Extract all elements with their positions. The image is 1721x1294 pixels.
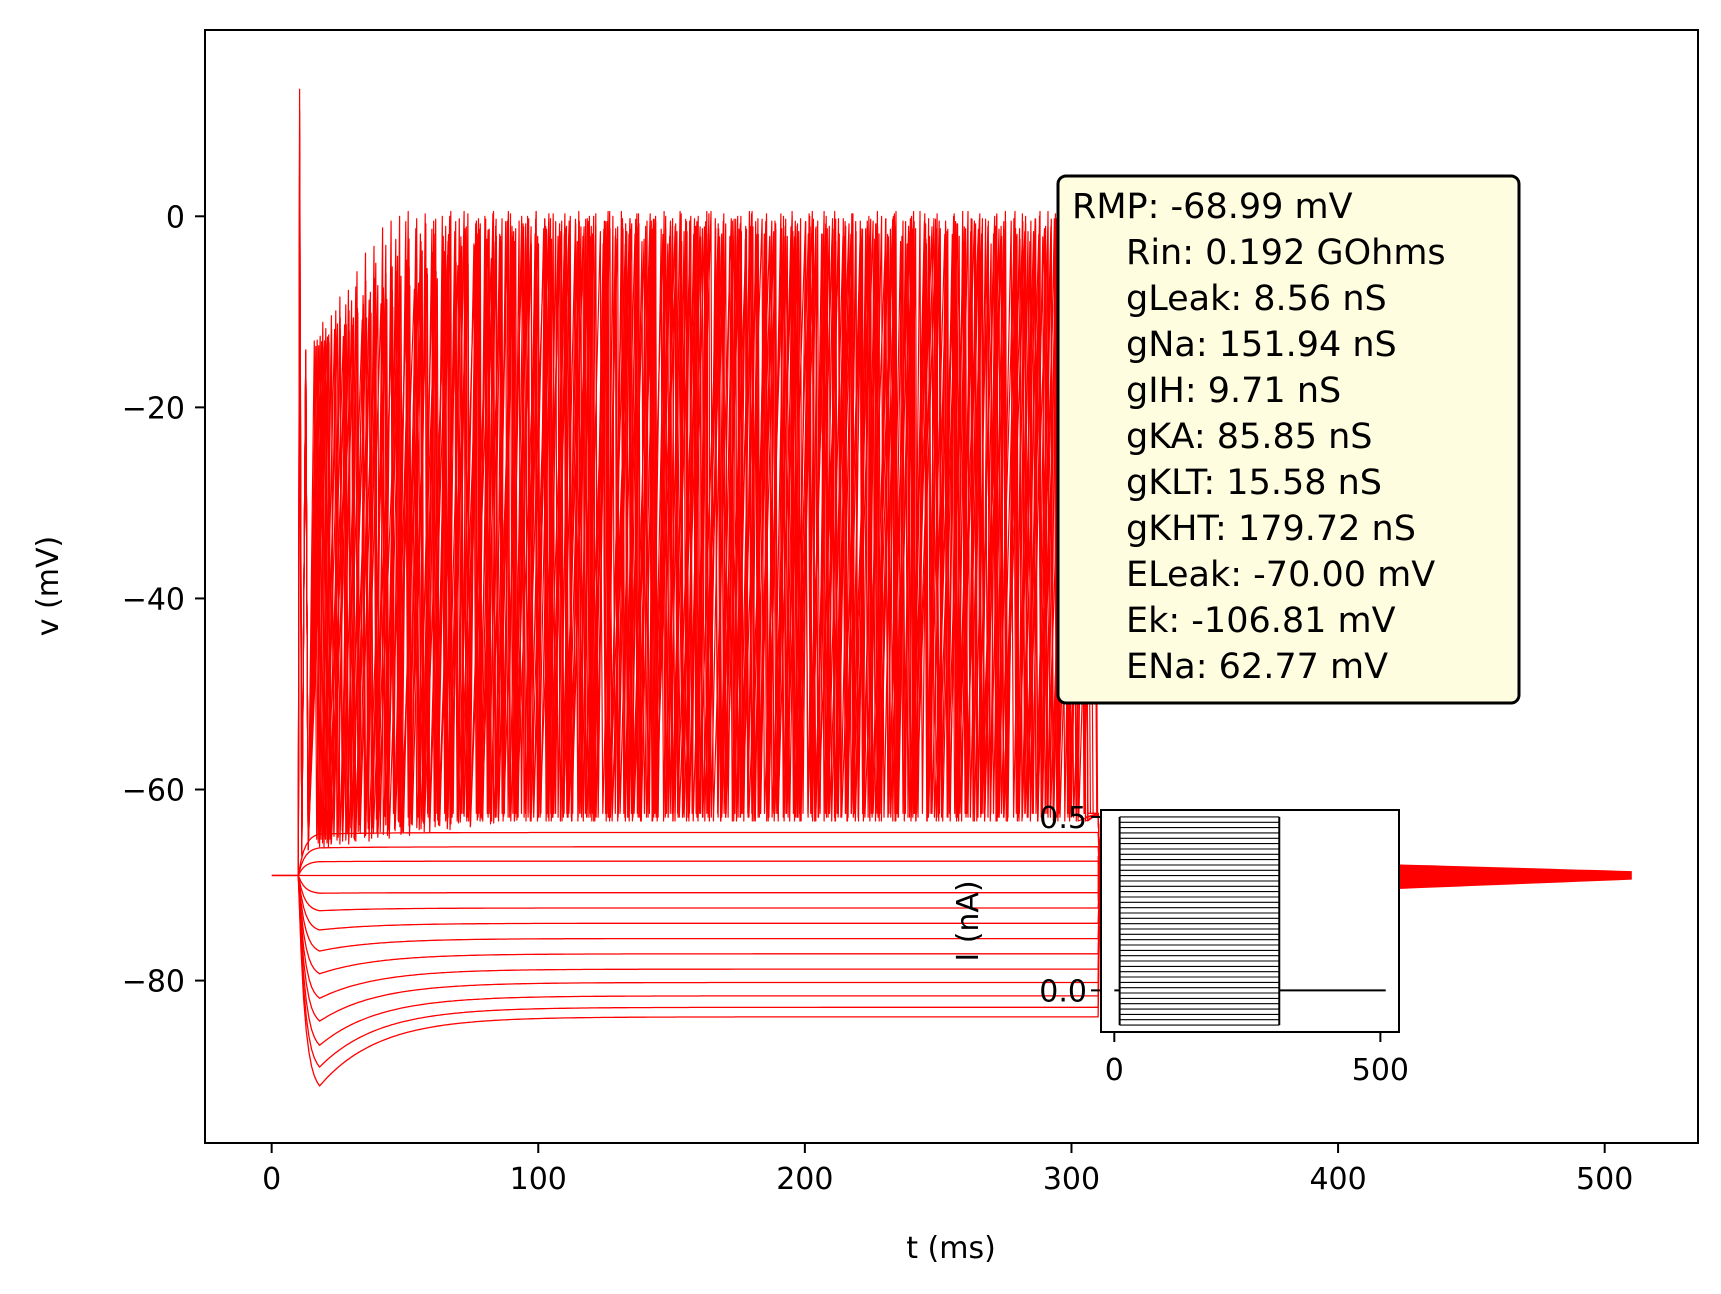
subthreshold-sweep xyxy=(297,846,1101,876)
y-tick-label: −60 xyxy=(122,774,185,809)
y-tick-label: −20 xyxy=(122,391,185,426)
y-tick-label: 0 xyxy=(166,200,185,235)
info-line: gKHT: 179.72 nS xyxy=(1126,509,1416,549)
inset-y-tick-label: 0.0 xyxy=(1039,974,1087,1009)
spiking-sweep xyxy=(297,226,1101,876)
y-tick-label: −80 xyxy=(122,965,185,1000)
info-line: RMP: -68.99 mV xyxy=(1072,187,1353,227)
inset-x-tick-label: 0 xyxy=(1105,1053,1124,1088)
info-line: gLeak: 8.56 nS xyxy=(1126,279,1387,319)
subthreshold-sweep xyxy=(297,875,1101,1022)
subthreshold-sweep xyxy=(297,875,1101,894)
inset-plot-background xyxy=(1101,810,1399,1032)
subthreshold-sweep xyxy=(297,875,1101,952)
info-line: ENa: 62.77 mV xyxy=(1126,647,1388,687)
inset-y-tick-label: 0.5 xyxy=(1039,801,1087,836)
main-axes: 0 100 200 300 400 500 0 −20 −40 −60 −80 xyxy=(122,200,1634,1197)
y-tick-label: −40 xyxy=(122,582,185,617)
info-line: gKA: 85.85 nS xyxy=(1126,417,1373,457)
info-box-background xyxy=(1056,174,1521,705)
subthreshold-sweep xyxy=(297,875,1101,931)
inset-y-axis-label: I (nA) xyxy=(951,880,986,961)
inset-current-plot: 0 500 0.5 0.0 I (nA) xyxy=(951,801,1409,1088)
info-line: gIH: 9.71 nS xyxy=(1126,371,1341,411)
x-tick-label: 400 xyxy=(1309,1162,1366,1197)
info-box: RMP: -68.99 mV Rin: 0.192 GOhms gLeak: 8.5… xyxy=(1056,174,1521,705)
info-box-lines: RMP: -68.99 mV Rin: 0.192 GOhms gLeak: 8.5… xyxy=(1072,187,1446,687)
inset-current-traces xyxy=(1114,816,1386,1026)
subthreshold-sweep xyxy=(297,875,1101,912)
x-tick-label: 200 xyxy=(776,1162,833,1197)
y-axis-label: v (mV) xyxy=(31,536,66,636)
inset-x-tick-label: 500 xyxy=(1352,1053,1409,1088)
x-tick-label: 0 xyxy=(262,1162,281,1197)
x-tick-label: 100 xyxy=(510,1162,567,1197)
x-tick-label: 500 xyxy=(1576,1162,1633,1197)
x-tick-label: 300 xyxy=(1043,1162,1100,1197)
inset-plot-frame xyxy=(1100,809,1400,1033)
info-line: Ek: -106.81 mV xyxy=(1126,601,1396,641)
subthreshold-sweep xyxy=(297,875,1101,1046)
subthreshold-sweep xyxy=(297,875,1101,1068)
info-line: ELeak: -70.00 mV xyxy=(1126,555,1435,595)
subthreshold-sweep xyxy=(297,860,1101,876)
x-axis-label: t (ms) xyxy=(906,1231,996,1266)
main-plot-frame xyxy=(204,29,1699,1144)
info-line: gKLT: 15.58 nS xyxy=(1126,463,1382,503)
subthreshold-sweep xyxy=(297,875,1101,999)
info-line: Rin: 0.192 GOhms xyxy=(1126,233,1446,273)
subthreshold-sweep xyxy=(297,831,1101,876)
subthreshold-sweep xyxy=(297,875,1101,975)
subthreshold-sweep xyxy=(297,875,1101,1087)
spiking-sweep xyxy=(297,218,1101,876)
info-line: gNa: 151.94 nS xyxy=(1126,325,1397,365)
inset-axes: 0 500 0.5 0.0 xyxy=(1039,801,1409,1088)
